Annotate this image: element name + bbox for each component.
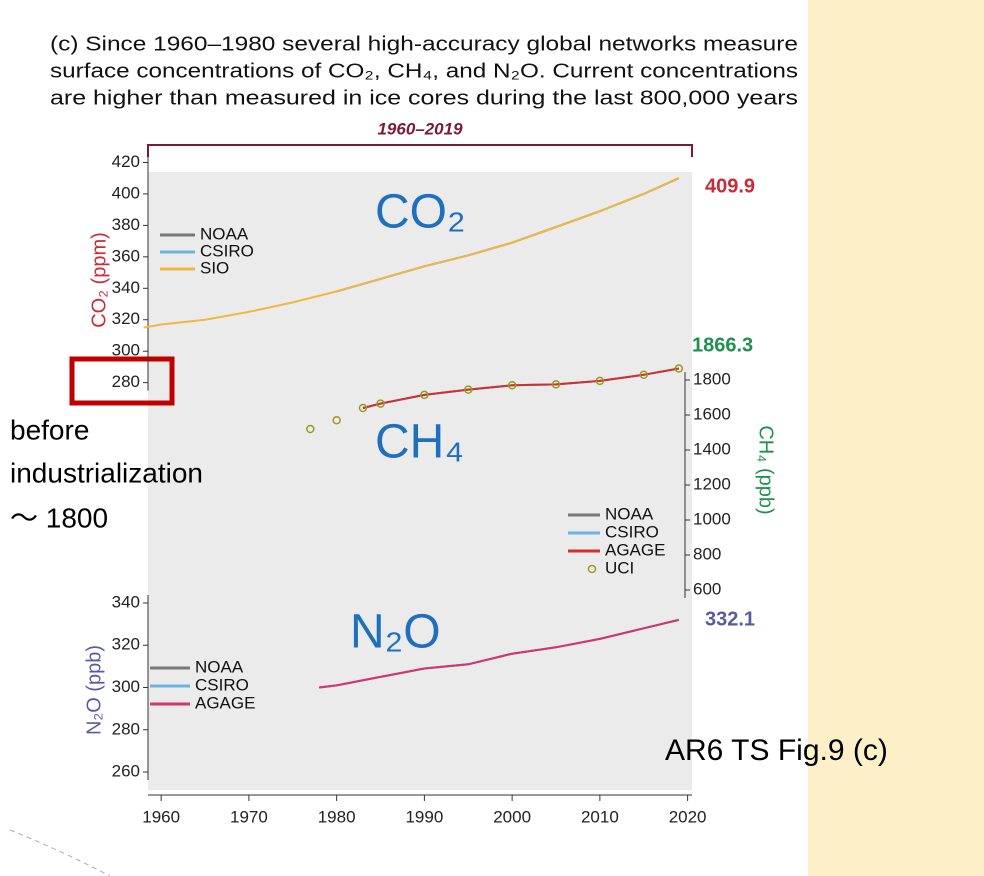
gas-label: N₂O [350, 606, 441, 659]
legend-label: NOAA [195, 657, 244, 676]
legend-label: SIO [200, 258, 229, 277]
y-tick-label: 280 [112, 719, 140, 738]
data-point [306, 424, 315, 434]
highlight-box [69, 356, 175, 406]
y-tick-label: 300 [112, 677, 140, 696]
y-tick-label: 420 [112, 152, 140, 171]
y-tick-label: 600 [693, 579, 721, 598]
period-bracket [147, 144, 693, 157]
data-point [551, 380, 561, 389]
y-tick-label: 1800 [693, 369, 731, 388]
series-line [362, 367, 679, 409]
y-tick-label: 300 [112, 341, 140, 360]
y-tick-label: 360 [112, 246, 140, 265]
x-tick-label: 2010 [581, 807, 619, 826]
title-line: surface concentrations of CO₂, CH₄, and … [50, 60, 798, 82]
data-point [358, 403, 368, 413]
legend-label: UCI [605, 558, 634, 577]
data-point [376, 399, 385, 408]
x-tick-label: 1980 [318, 807, 356, 826]
data-point [332, 416, 341, 425]
legend-label: AGAGE [605, 540, 665, 559]
y-axis-label: CH₄ (ppb) [755, 425, 777, 514]
data-point [507, 381, 517, 390]
y-tick-label: 340 [112, 592, 140, 611]
legend-marker [587, 564, 597, 574]
decoration [9, 829, 111, 876]
note-line: before [10, 414, 89, 445]
x-tick-label: 1990 [405, 807, 443, 826]
y-tick-label: 280 [112, 372, 140, 391]
y-tick-label: 800 [693, 544, 721, 563]
data-point [595, 376, 605, 386]
data-point [464, 385, 473, 394]
y-tick-label: 340 [112, 278, 140, 297]
y-tick-label: 320 [112, 635, 140, 654]
y-axis-label: N₂O (ppb) [83, 645, 105, 735]
y-axis-label: CO₂ (ppm) [88, 232, 110, 328]
end-value: 409.9 [705, 175, 755, 197]
y-tick-label: 1400 [693, 439, 731, 458]
x-tick-label: 2000 [493, 807, 531, 826]
end-value: 332.1 [705, 608, 755, 630]
y-tick-label: 320 [112, 309, 140, 328]
data-point [420, 390, 429, 400]
series-line [143, 177, 680, 329]
gas-label: CO₂ [375, 186, 466, 239]
data-point [674, 364, 684, 373]
end-value: 1866.3 [692, 334, 753, 356]
x-tick-label: 1960 [142, 807, 180, 826]
legend-label: NOAA [200, 224, 249, 243]
y-tick-label: 400 [112, 183, 140, 202]
legend-label: CSIRO [195, 675, 249, 694]
legend-label: AGAGE [195, 693, 255, 712]
plot-background [148, 172, 692, 790]
legend-label: CSIRO [605, 522, 659, 541]
gas-label: CH₄ [375, 416, 464, 469]
legend-label: CSIRO [200, 241, 254, 260]
note-line: ～ 1800 [10, 502, 108, 533]
title-line: are higher than measured in ice cores du… [50, 87, 798, 109]
note-line: industrialization [10, 457, 203, 488]
source-label: AR6 TS Fig.9 (c) [665, 734, 888, 767]
period-label: 1960–2019 [377, 119, 463, 138]
title-line: (c) Since 1960–1980 several high-accurac… [50, 33, 798, 55]
y-tick-label: 1600 [693, 404, 731, 423]
series-line [318, 618, 680, 689]
x-tick-label: 2020 [669, 807, 707, 826]
y-tick-label: 380 [112, 215, 140, 234]
y-tick-label: 260 [112, 762, 140, 781]
y-tick-label: 1000 [693, 509, 731, 528]
y-tick-label: 1200 [693, 474, 731, 493]
data-point [639, 370, 648, 379]
x-tick-label: 1970 [230, 807, 268, 826]
legend-label: NOAA [605, 504, 654, 523]
